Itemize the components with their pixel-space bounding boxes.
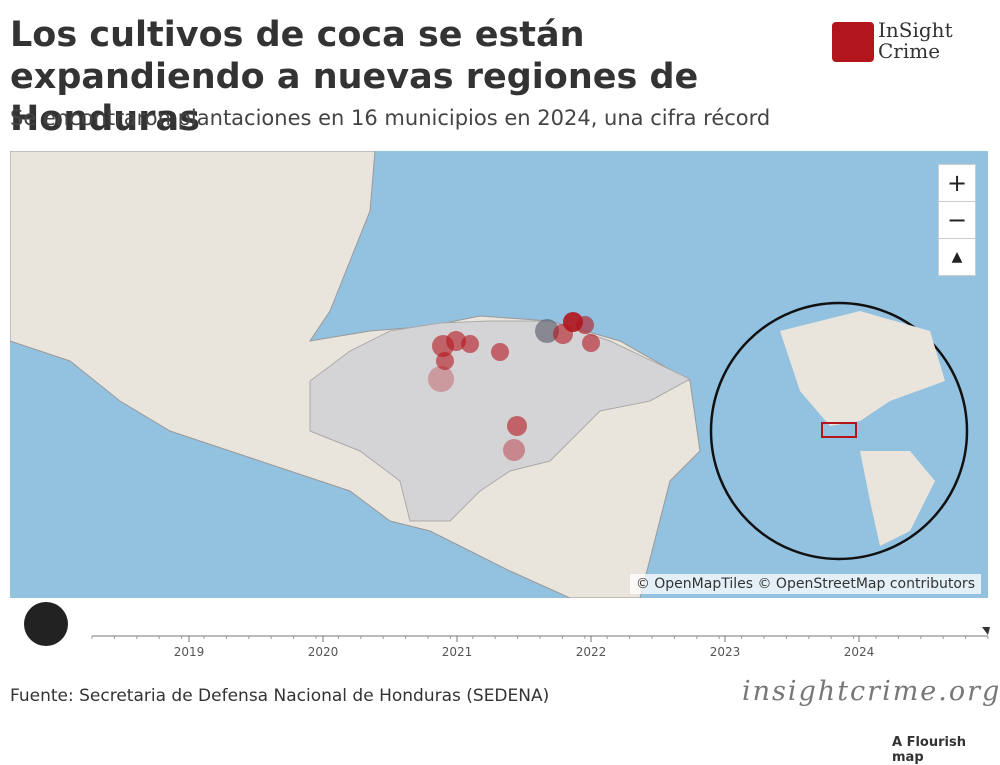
- logo-text: Crime: [878, 39, 941, 63]
- logo-text: InSight: [878, 18, 953, 42]
- year-label: 2020: [308, 645, 339, 659]
- globe-highlight: [821, 422, 857, 438]
- attribution: © OpenMapTiles © OpenStreetMap contribut…: [629, 574, 981, 594]
- subtitle: Se encontraron plantaciones en 16 munici…: [10, 106, 771, 130]
- title: Los cultivos de coca se están expandiend…: [10, 15, 699, 139]
- source: Fuente: Secretaria de Defensa Nacional d…: [10, 686, 550, 706]
- year-label: 2021: [442, 645, 473, 659]
- markers: [428, 312, 600, 461]
- zoom-out[interactable]: −: [938, 201, 976, 239]
- compass[interactable]: ▲: [938, 238, 976, 276]
- zoom-in[interactable]: +: [938, 164, 976, 202]
- honduras: [309, 320, 692, 522]
- site: insightcrime.org: [742, 676, 1000, 707]
- map: [10, 151, 988, 598]
- timeline[interactable]: 2019 2020 2021 2022 2023 2024: [0, 620, 1000, 665]
- year-label: 2024: [844, 645, 875, 659]
- reset-button[interactable]: [24, 602, 68, 646]
- year-label: 2023: [710, 645, 741, 659]
- year-label: 2019: [174, 645, 205, 659]
- logo: InSight Crime: [832, 20, 1000, 64]
- timeline-handle: [982, 627, 990, 635]
- globe-land: [780, 311, 945, 546]
- credit: A Flourish map: [892, 735, 966, 765]
- year-label: 2022: [576, 645, 607, 659]
- logo-icon: [832, 22, 874, 62]
